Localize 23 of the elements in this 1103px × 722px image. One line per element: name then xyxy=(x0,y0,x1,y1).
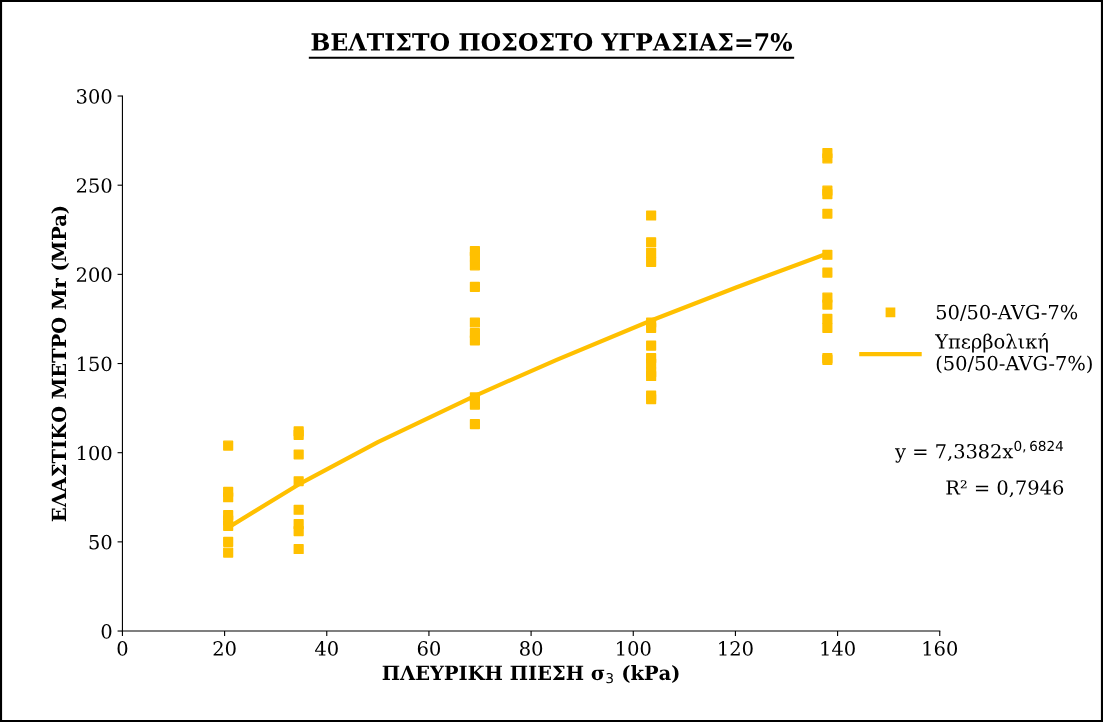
x-tick-label: 0 xyxy=(117,641,128,656)
y-tick-label: 150 xyxy=(77,356,112,372)
x-tick-label: 60 xyxy=(417,641,441,656)
x-tick-label: 140 xyxy=(821,641,855,656)
legend-label: 50/50-AVG-7% xyxy=(936,304,1078,321)
y-tick-label: 100 xyxy=(77,445,112,461)
annotation: y = 7,3382x$^{0,6824}$ xyxy=(894,440,1064,463)
y-tick-label: 0 xyxy=(101,623,112,639)
y-tick-label: 250 xyxy=(76,178,112,193)
text: R² = 0,7946 xyxy=(946,480,1064,498)
legend-label: Υπερβολική (50/50-AVG-7%) xyxy=(934,332,1092,374)
x-tick-label: 100 xyxy=(617,641,651,656)
x-tick-label: 120 xyxy=(719,641,753,656)
y-axis-title: ΕΛΑΣΤΙΚΟ ΜΕΤΡΟ Mr (MPa) xyxy=(51,206,70,522)
x-tick-label: 40 xyxy=(314,641,338,656)
x-tick-label: 80 xyxy=(520,641,543,656)
y-tick-label: 50 xyxy=(89,534,112,550)
x-axis-title: ΠΛΕΥΡΙΚΗ ΠΙΕΣΗ σ$_{3}$ (kPa) xyxy=(382,665,679,684)
x-tick-label: 20 xyxy=(213,641,236,656)
chart-title: ΒΕΛΤΙΣΤΟ ΠΟΣΟΣΤΟ ΥΓΡΑΣΙΑΣ=7% xyxy=(311,33,793,51)
y-tick-label: 300 xyxy=(77,88,112,104)
y-tick-label: 200 xyxy=(76,267,112,283)
x-tick-label: 160 xyxy=(923,641,958,656)
